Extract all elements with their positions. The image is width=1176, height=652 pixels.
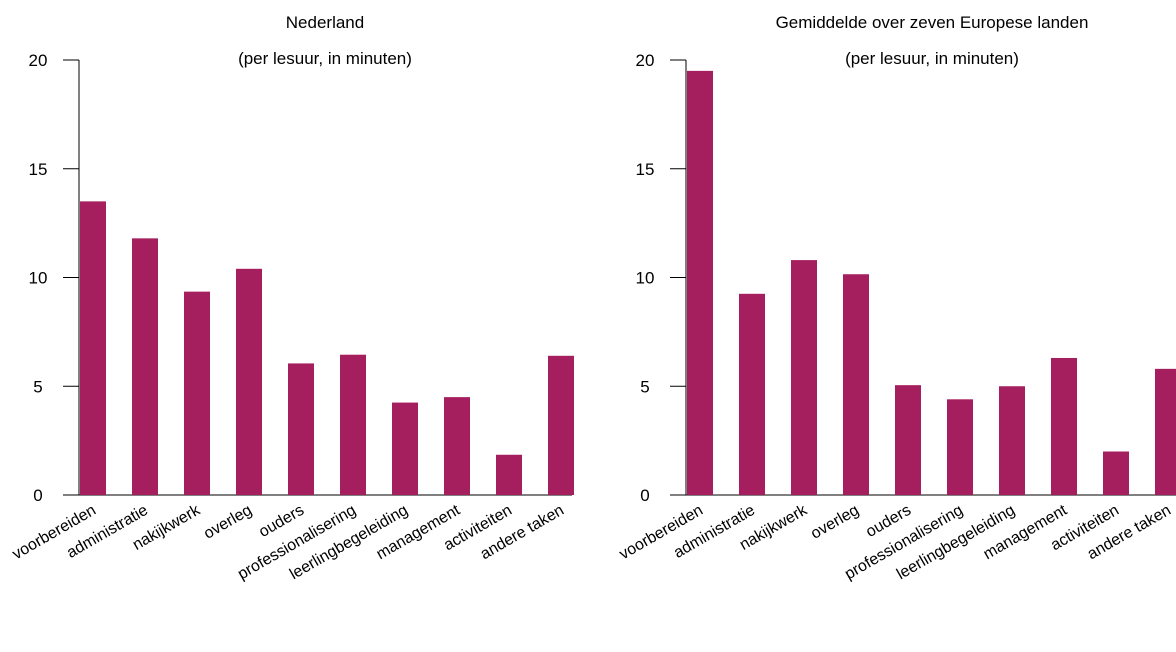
bar-management <box>444 397 470 495</box>
bar-ouders <box>895 385 921 495</box>
bar-activiteiten <box>1103 451 1129 495</box>
bar-leerlingbegeleiding <box>999 386 1025 495</box>
y-tick-label: 0 <box>33 486 42 505</box>
y-tick-label: 20 <box>29 51 48 70</box>
bar-voorbereiden <box>687 70 713 495</box>
bar-nakijkwerk <box>184 291 210 495</box>
x-tick-label: overleg <box>201 502 255 543</box>
y-tick-label: 15 <box>29 160 48 179</box>
bar-professionalisering <box>947 399 973 495</box>
bar-management <box>1051 357 1077 495</box>
bar-overleg <box>843 274 869 495</box>
x-tick-label: overleg <box>808 502 862 543</box>
bar-leerlingbegeleiding <box>392 402 418 495</box>
bar-andere taken <box>548 355 574 495</box>
bar-professionalisering <box>340 354 366 495</box>
bar-administratie <box>739 293 765 495</box>
bar-overleg <box>236 268 262 495</box>
bar-administratie <box>132 238 158 495</box>
bar-nakijkwerk <box>791 260 817 495</box>
y-tick-label: 15 <box>636 160 655 179</box>
bar-ouders <box>288 363 314 495</box>
chart-panel-europa: Gemiddelde over zeven Europese landen (p… <box>617 13 1176 583</box>
y-tick-label: 20 <box>636 51 655 70</box>
y-tick-label: 10 <box>636 269 655 288</box>
bar-voorbereiden <box>80 201 106 495</box>
bar-andere taken <box>1155 368 1176 495</box>
y-tick-label: 5 <box>640 377 649 396</box>
bar-activiteiten <box>496 454 522 495</box>
chart-panel-nederland: Nederland (per lesuur, in minuten) 0 5 10 1… <box>10 13 574 583</box>
chart-title: Nederland <box>286 13 364 32</box>
y-tick-label: 10 <box>29 269 48 288</box>
chart-subtitle: (per lesuur, in minuten) <box>238 49 412 68</box>
y-tick-label: 0 <box>640 486 649 505</box>
y-tick-label: 5 <box>33 377 42 396</box>
chart-subtitle: (per lesuur, in minuten) <box>845 49 1019 68</box>
chart-title: Gemiddelde over zeven Europese landen <box>776 13 1089 32</box>
